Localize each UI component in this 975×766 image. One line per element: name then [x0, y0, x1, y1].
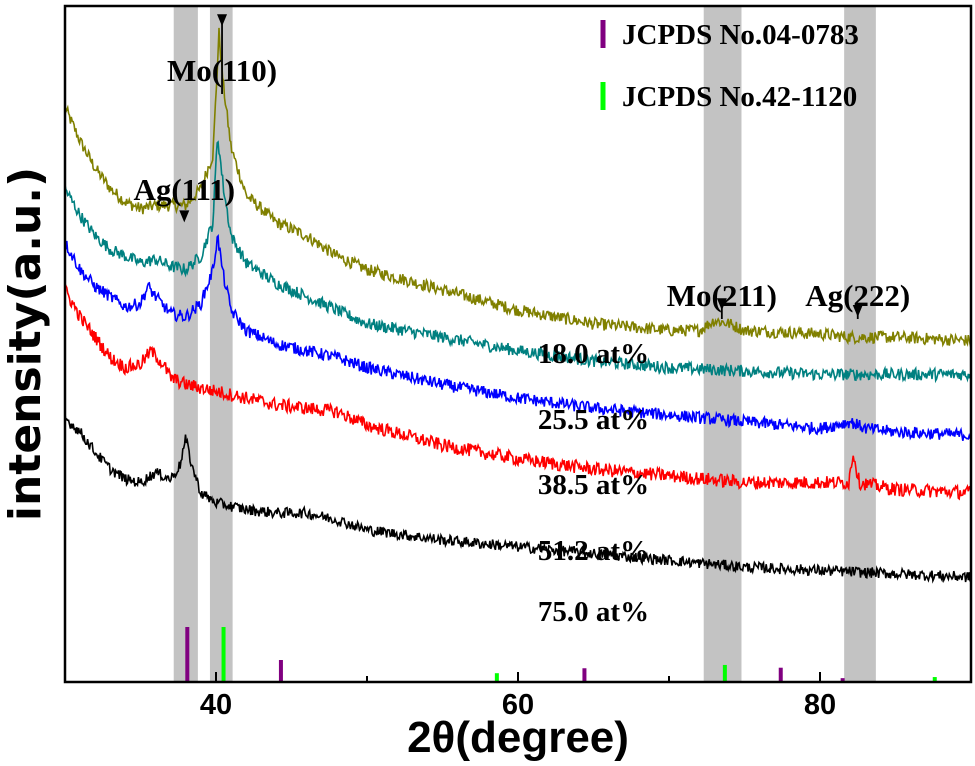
annotation-arrowhead-2 — [716, 298, 727, 311]
series-lines — [64, 27, 972, 584]
annotation-arrowhead-0 — [179, 210, 190, 223]
x-tick-label-0: 40 — [200, 689, 232, 721]
annotation-arrowhead-3 — [852, 304, 863, 317]
x-axis-label: 2θ(degree) — [407, 713, 629, 762]
legend: JCPDS No.04-0783 JCPDS No.42-1120 — [600, 19, 859, 113]
series-line-3 — [64, 284, 972, 501]
peak-annotations: Ag(111)Mo(110)Mo(211) Ag(222) — [133, 14, 910, 319]
highlight-band-0 — [173, 6, 198, 682]
highlight-band-1 — [209, 6, 233, 682]
annotation-arrowhead-1 — [217, 14, 228, 27]
series-line-1 — [64, 140, 972, 384]
series-line-0 — [64, 27, 972, 348]
series-label-3: 51.2 at% — [538, 535, 649, 567]
series-label-4: 75.0 at% — [538, 596, 649, 628]
x-ticks: 40 60 80 — [64, 672, 972, 721]
legend-label-1: JCPDS No.42-1120 — [622, 81, 857, 113]
x-tick-label-1: 60 — [502, 689, 534, 721]
series-line-2 — [64, 233, 972, 441]
series-label-0: 18.0 at% — [538, 338, 649, 370]
series-label-1: 25.5 at% — [538, 404, 649, 436]
series-line-4 — [64, 414, 972, 584]
annotation-label-0: Ag(111) — [133, 172, 235, 207]
series-label-2: 38.5 at% — [538, 469, 649, 501]
legend-label-0: JCPDS No.04-0783 — [622, 19, 859, 51]
y-axis-label: intensity(a.u.) — [0, 167, 51, 521]
reference-lines — [185, 627, 937, 682]
series-labels: 18.0 at% 25.5 at% 38.5 at% 51.2 at% 75.0 at% — [538, 338, 649, 628]
x-tick-label-2: 80 — [804, 689, 836, 721]
